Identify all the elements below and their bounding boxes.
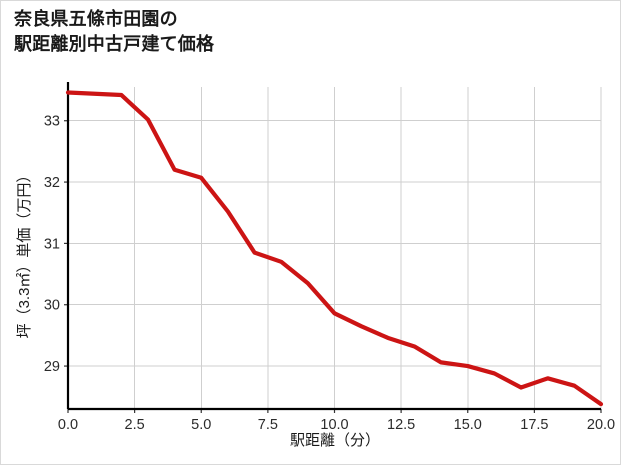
gridlines-group bbox=[68, 87, 602, 409]
svg-text:20.0: 20.0 bbox=[587, 417, 615, 433]
svg-text:29: 29 bbox=[44, 359, 60, 375]
data-series-line bbox=[65, 90, 604, 407]
svg-text:17.5: 17.5 bbox=[520, 417, 548, 433]
svg-text:32: 32 bbox=[44, 175, 60, 191]
x-tick-labels-group: 0.0 2.5 5.0 7.5 10.0 12.5 15.0 17.5 20.0 bbox=[58, 417, 615, 433]
svg-text:12.5: 12.5 bbox=[387, 417, 415, 433]
svg-text:31: 31 bbox=[44, 236, 60, 252]
y-tick-labels-group: 29 30 31 32 33 bbox=[44, 114, 60, 375]
svg-text:5.0: 5.0 bbox=[191, 417, 211, 433]
y-axis-title: 坪（3.3㎡）単価（万円） bbox=[16, 168, 33, 339]
svg-text:30: 30 bbox=[44, 298, 60, 314]
svg-text:2.5: 2.5 bbox=[125, 417, 145, 433]
x-axis-title: 駅距離（分） bbox=[290, 431, 380, 449]
svg-text:0.0: 0.0 bbox=[58, 417, 78, 433]
svg-text:7.5: 7.5 bbox=[258, 417, 278, 433]
page-title: 奈良県五條市田園の 駅距離別中古戸建て価格 bbox=[14, 9, 215, 54]
svg-text:15.0: 15.0 bbox=[454, 417, 482, 433]
svg-text:10.0: 10.0 bbox=[320, 417, 348, 433]
svg-text:33: 33 bbox=[44, 114, 60, 130]
